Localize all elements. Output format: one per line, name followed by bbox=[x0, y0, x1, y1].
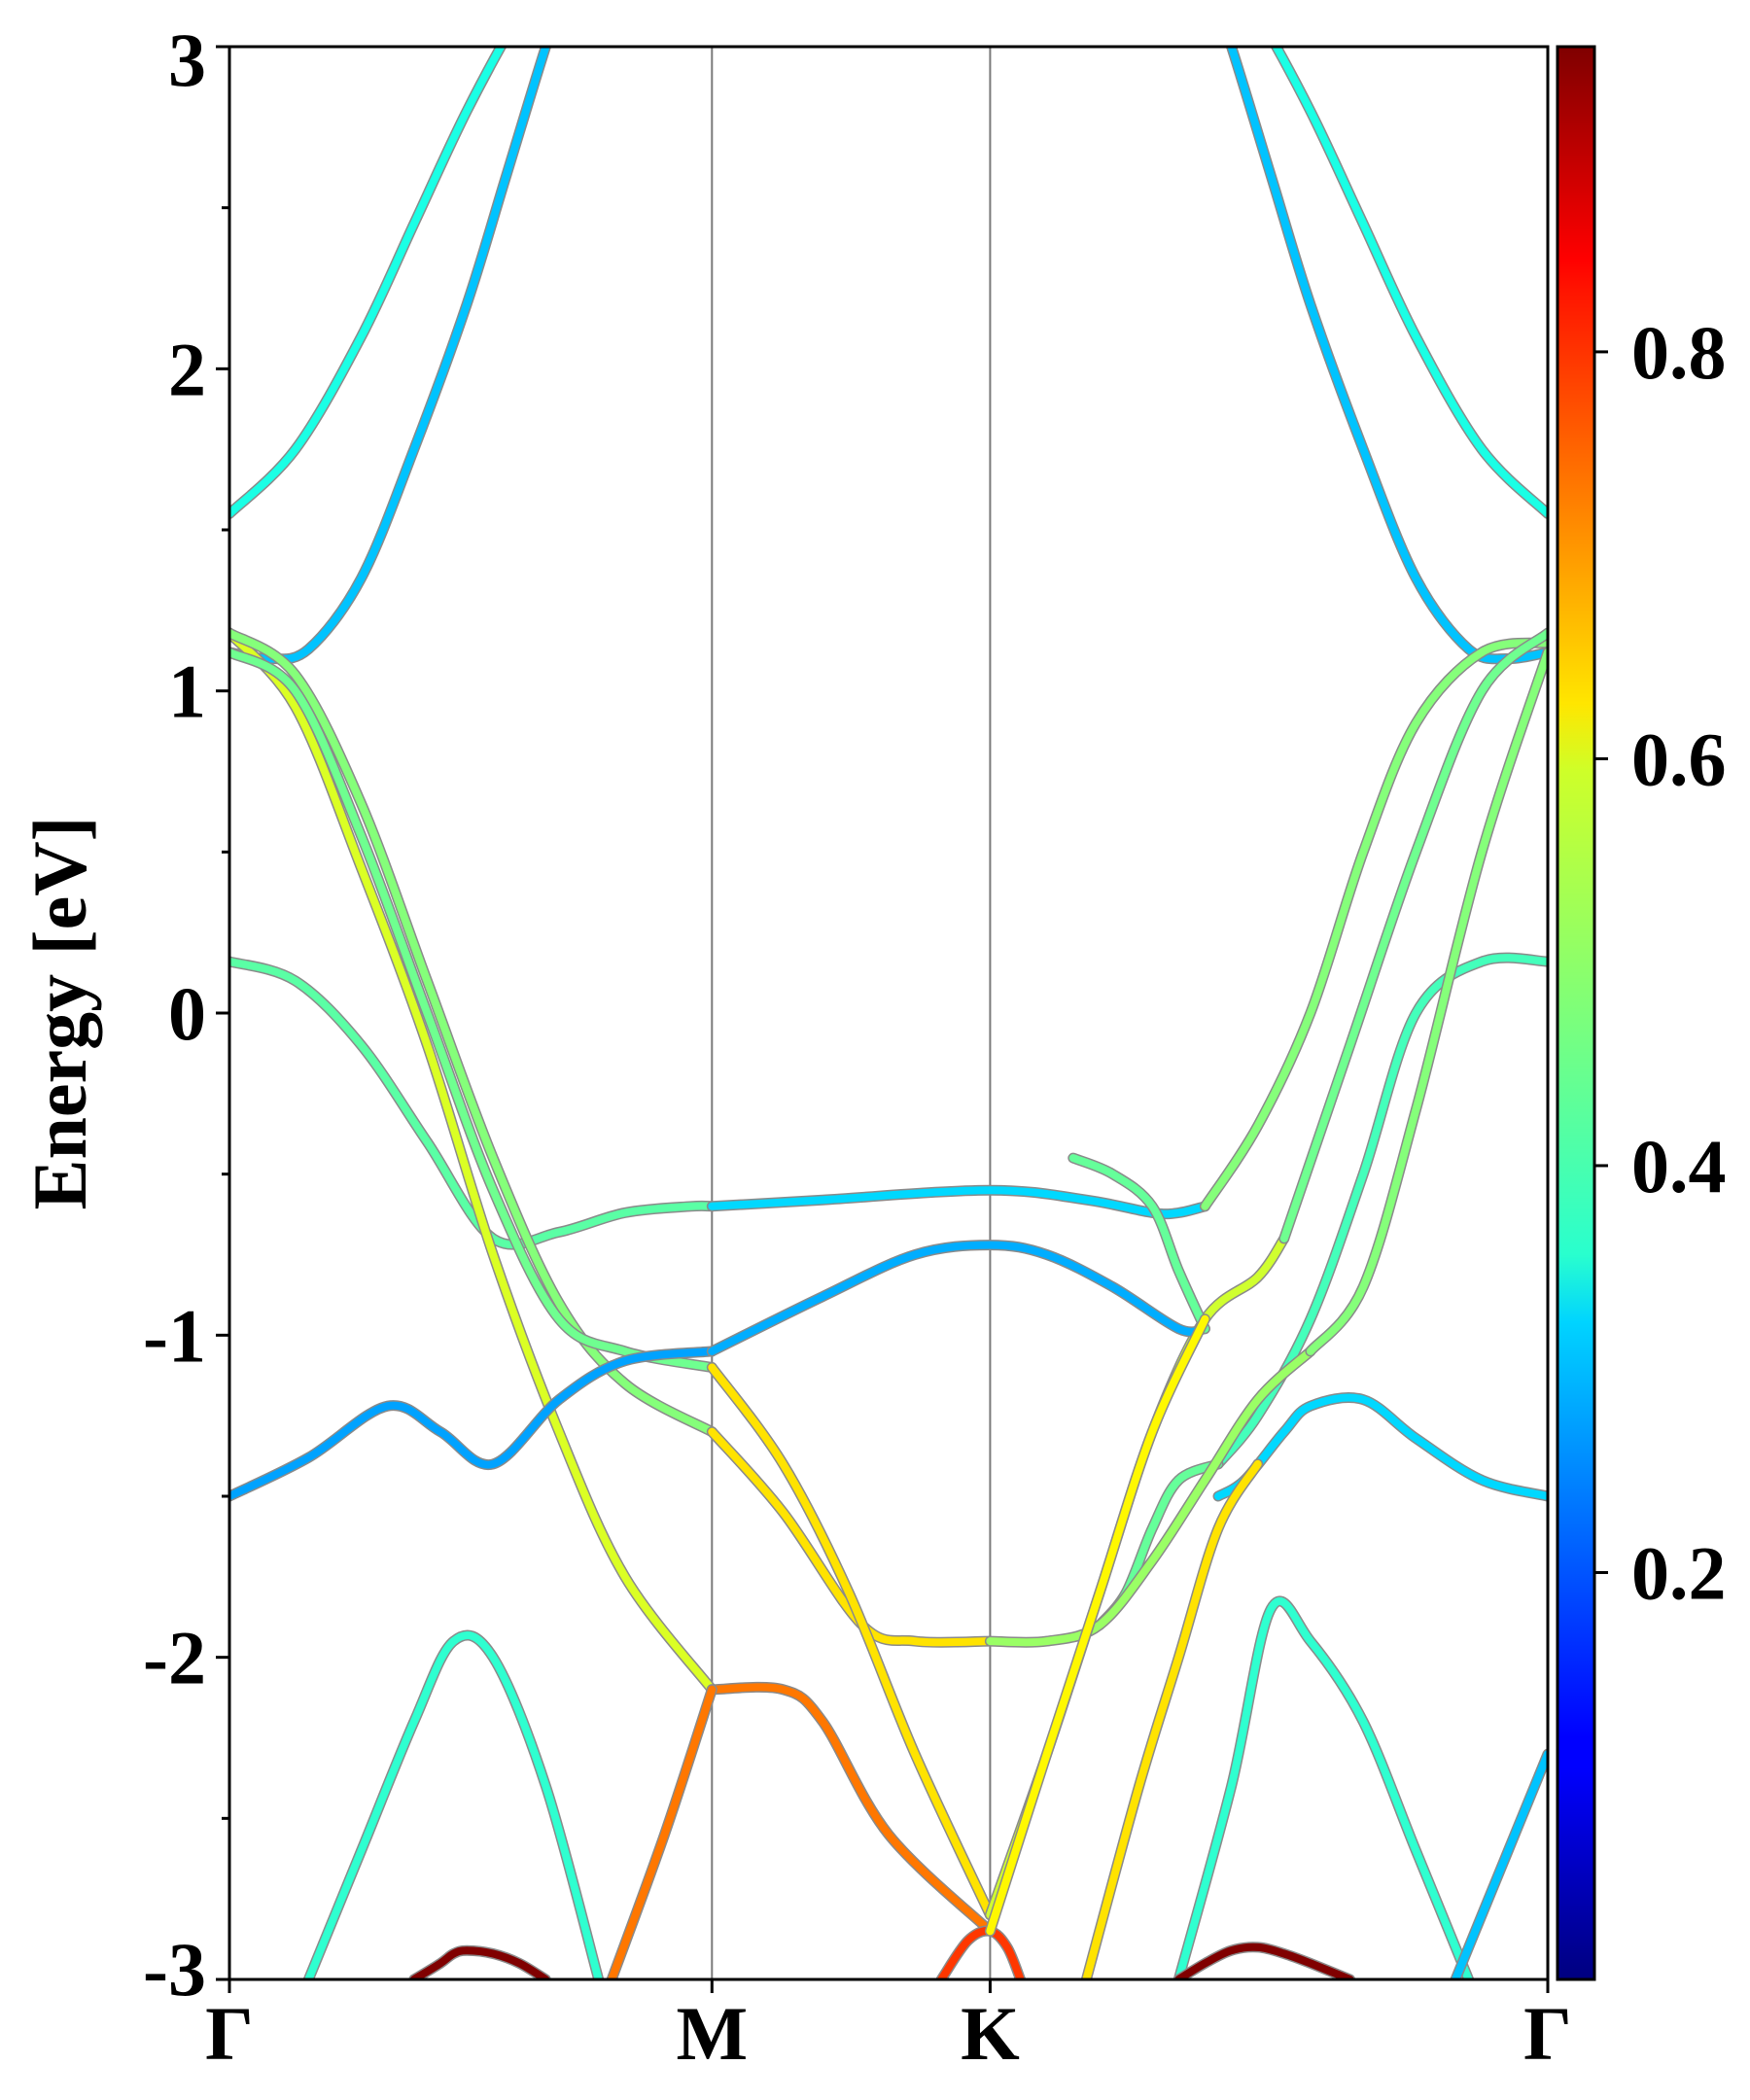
band-line bbox=[608, 1685, 717, 1979]
band-line bbox=[1201, 639, 1548, 1210]
band-line bbox=[1452, 1750, 1548, 1979]
band-line bbox=[304, 1630, 603, 1979]
y-tick-label: 1 bbox=[168, 649, 206, 734]
band-line bbox=[229, 629, 717, 1694]
band-line bbox=[229, 1347, 717, 1500]
band-lines bbox=[229, 47, 1548, 1979]
band-line bbox=[229, 648, 717, 1372]
band-line bbox=[708, 1683, 995, 1936]
colorbar-tick-label: 0.8 bbox=[1631, 310, 1727, 395]
y-tick-label: -3 bbox=[143, 1927, 206, 2012]
band-line bbox=[1082, 1459, 1262, 1979]
colorbar-tick-label: 0.2 bbox=[1631, 1530, 1727, 1615]
y-axis-ticks: -3 -2 -1 0 1 2 3 bbox=[143, 18, 229, 2012]
band-line bbox=[986, 1347, 1314, 1647]
y-tick-label: 0 bbox=[168, 971, 206, 1056]
band-line bbox=[708, 1363, 995, 1919]
band-line bbox=[1214, 954, 1548, 1468]
band-line bbox=[1279, 629, 1548, 1242]
y-axis-label: Energy [eV] bbox=[18, 816, 102, 1209]
y-tick-label: 2 bbox=[168, 327, 206, 411]
band-line bbox=[409, 1946, 550, 1979]
band-line bbox=[1272, 47, 1548, 518]
band-line bbox=[708, 1186, 1209, 1218]
band-line bbox=[708, 1241, 1209, 1355]
x-tick-label: M bbox=[676, 1991, 748, 2076]
band-line bbox=[1068, 1154, 1209, 1333]
band-line bbox=[229, 47, 550, 663]
colorbar-ticks: 0.2 0.4 0.6 0.8 bbox=[1594, 310, 1727, 1615]
band-line bbox=[1174, 1597, 1473, 1979]
x-tick-label: Γ bbox=[1523, 1991, 1572, 2076]
high-symmetry-lines bbox=[711, 47, 992, 1979]
colorbar bbox=[1556, 45, 1596, 1981]
x-tick-label: K bbox=[961, 1991, 1020, 2076]
colorbar-tick-label: 0.4 bbox=[1631, 1124, 1727, 1208]
x-tick-label: Γ bbox=[205, 1991, 254, 2076]
y-tick-label: 3 bbox=[168, 18, 206, 102]
y-tick-label: -2 bbox=[143, 1616, 206, 1700]
band-line bbox=[986, 1314, 1209, 1936]
y-tick-label: -1 bbox=[143, 1293, 206, 1378]
band-line bbox=[1174, 1942, 1354, 1979]
band-line bbox=[1306, 648, 1548, 1355]
colorbar-tick-label: 0.6 bbox=[1631, 717, 1727, 801]
band-line bbox=[229, 47, 506, 518]
